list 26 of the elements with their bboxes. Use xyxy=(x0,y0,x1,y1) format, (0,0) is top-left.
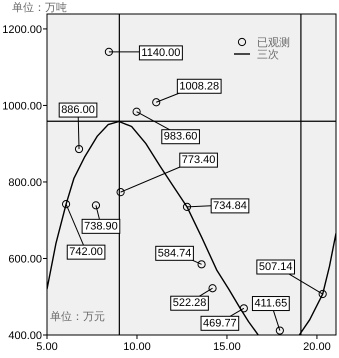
data-label: 1008.28 xyxy=(179,80,220,92)
data-label: 584.74 xyxy=(158,247,192,260)
data-label: 742.00 xyxy=(69,246,103,258)
data-label: 886.00 xyxy=(61,104,95,116)
legend-label: 三次 xyxy=(257,49,279,61)
annotation: 单位：万吨 xyxy=(12,1,67,14)
y-tick-label: 1200.00 xyxy=(2,24,42,36)
data-label: 734.84 xyxy=(213,200,247,212)
annotation: 单位：万元 xyxy=(50,310,105,323)
x-tick-label: 20.00 xyxy=(303,341,331,353)
y-tick-label: 800.00 xyxy=(8,176,42,189)
data-label: 1140.00 xyxy=(141,46,180,59)
y-tick-label: 1000.00 xyxy=(2,100,42,112)
data-label: 507.14 xyxy=(258,261,293,274)
data-label: 411.65 xyxy=(254,298,288,310)
data-label: 522.28 xyxy=(172,297,206,310)
x-tick-label: 10.00 xyxy=(123,341,151,353)
x-tick-label: 5.00 xyxy=(36,341,58,353)
legend-label: 已观测 xyxy=(257,37,290,49)
y-tick-label: 600.00 xyxy=(8,253,42,266)
data-label: 773.40 xyxy=(182,154,216,166)
data-label: 983.60 xyxy=(164,130,198,143)
x-tick-label: 15.00 xyxy=(213,341,241,353)
data-label: 469.77 xyxy=(203,317,237,330)
data-label: 738.90 xyxy=(84,220,118,232)
y-tick-label: 400.00 xyxy=(8,330,42,342)
